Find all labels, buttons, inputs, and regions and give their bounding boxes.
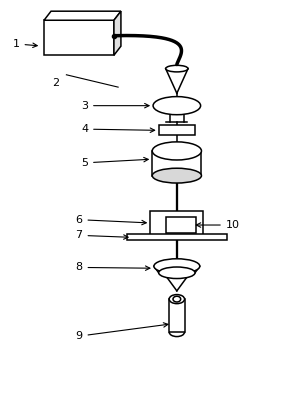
Polygon shape bbox=[114, 11, 121, 55]
Text: 3: 3 bbox=[81, 101, 149, 111]
Text: 1: 1 bbox=[13, 39, 37, 49]
Ellipse shape bbox=[169, 294, 185, 304]
Text: 2: 2 bbox=[52, 78, 59, 88]
Text: 8: 8 bbox=[75, 262, 150, 273]
Ellipse shape bbox=[153, 97, 201, 115]
Ellipse shape bbox=[159, 267, 195, 278]
Bar bbox=[166, 217, 196, 233]
Ellipse shape bbox=[152, 168, 201, 183]
Text: 6: 6 bbox=[76, 215, 146, 225]
Text: 5: 5 bbox=[81, 157, 148, 168]
Ellipse shape bbox=[166, 65, 188, 72]
Ellipse shape bbox=[152, 142, 201, 160]
Ellipse shape bbox=[173, 296, 181, 302]
Text: 4: 4 bbox=[81, 124, 155, 134]
Text: 9: 9 bbox=[75, 323, 168, 341]
Bar bbox=[169, 299, 185, 332]
Bar bbox=[159, 125, 195, 135]
Bar bbox=[150, 211, 203, 235]
Text: 10: 10 bbox=[196, 220, 240, 230]
Bar bbox=[152, 151, 201, 176]
Ellipse shape bbox=[154, 259, 200, 273]
Polygon shape bbox=[44, 11, 121, 20]
Bar bbox=[126, 235, 227, 240]
Bar bbox=[44, 20, 114, 55]
Text: 7: 7 bbox=[75, 230, 128, 240]
